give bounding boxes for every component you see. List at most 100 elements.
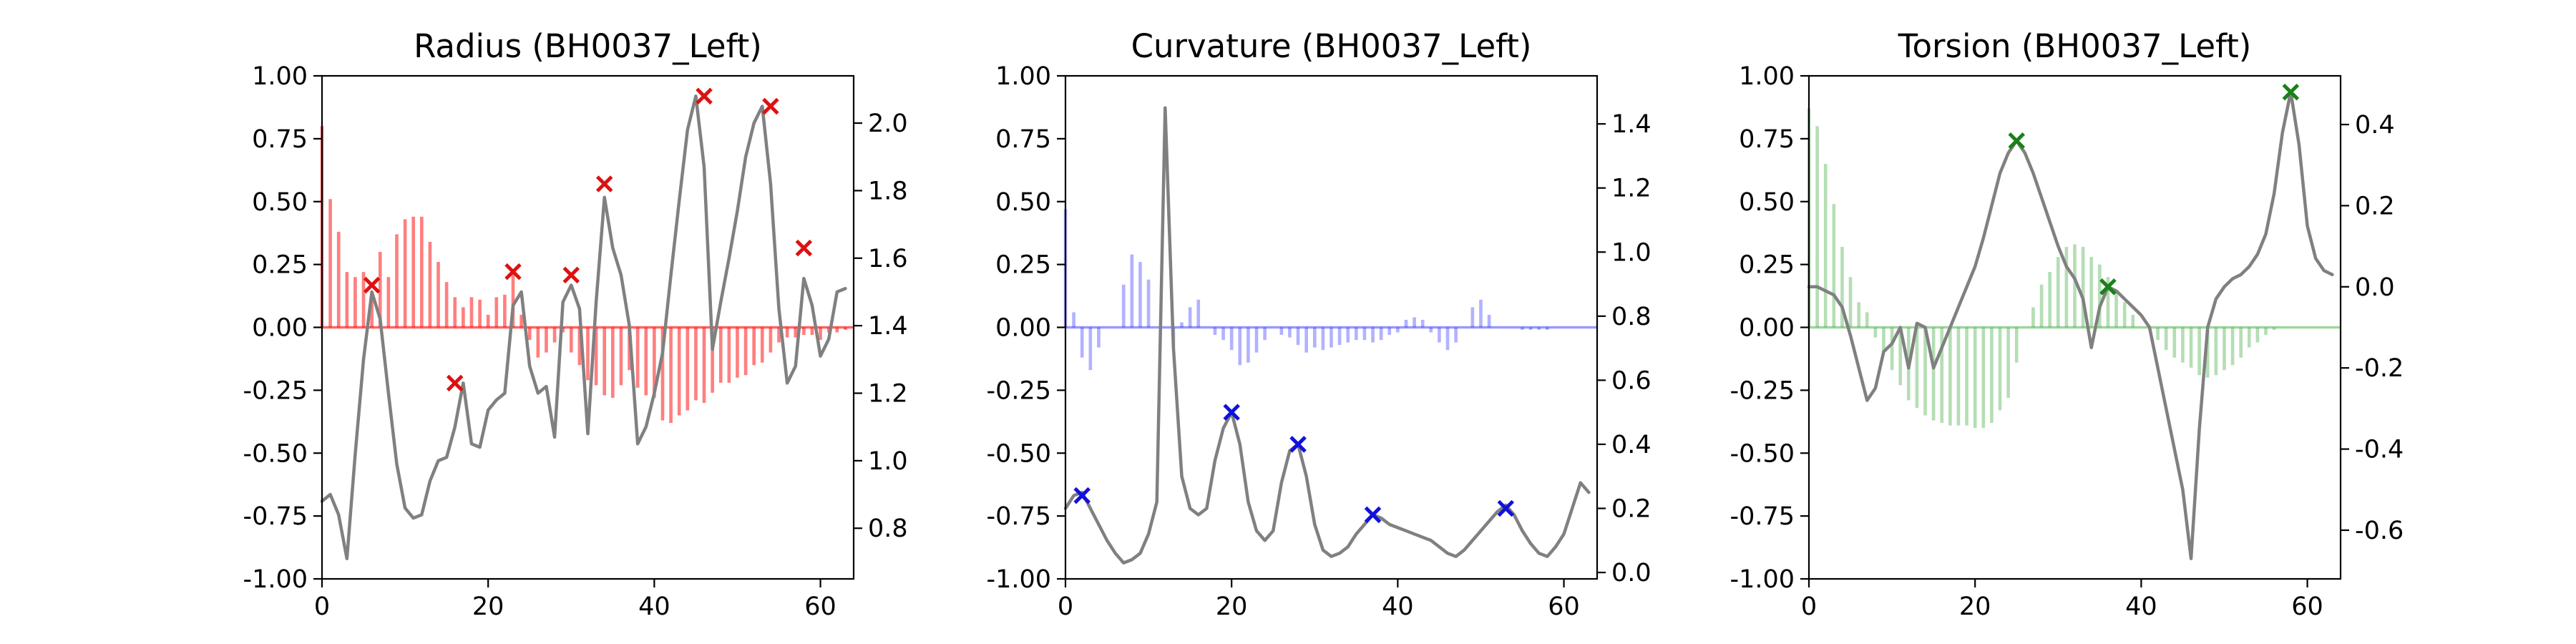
radius-y-tick-label: 0.75 <box>252 125 308 154</box>
radius-marker-stroke <box>795 239 813 257</box>
torsion-y-axis-right: 0.4 0.2 0.0 -0.2 -0.4 -0.6 <box>2341 111 2404 545</box>
curvature-peak-marker <box>1497 499 1515 517</box>
radius-bar <box>586 327 590 381</box>
torsion-y-tick-label: 0.50 <box>1739 188 1795 217</box>
curvature-bars <box>1063 209 1597 371</box>
radius-y-tick-label: 1.00 <box>252 62 308 91</box>
torsion-bar <box>2247 327 2251 348</box>
torsion-y-tick-label: 0.75 <box>1739 125 1795 154</box>
torsion-bar <box>2197 327 2201 376</box>
torsion-x-tick-label: 20 <box>1959 592 1991 621</box>
torsion-bar <box>1815 126 1819 328</box>
curvature-bar <box>1196 299 1201 328</box>
torsion-bar <box>2230 327 2235 366</box>
radius-bar <box>794 327 798 338</box>
radius-marker-stroke <box>562 266 580 284</box>
curvature-y2-tick-label: 0.2 <box>1611 494 1652 523</box>
torsion-bar <box>2181 327 2185 363</box>
torsion-y2-tick-label: -0.2 <box>2355 354 2404 383</box>
torsion-bar <box>1965 327 1968 426</box>
radius-marker-stroke <box>762 97 779 115</box>
curvature-bar <box>1263 327 1267 341</box>
torsion-bar <box>1832 204 1836 328</box>
torsion-y2-tick-label: 0.2 <box>2355 192 2395 220</box>
curvature-x-tick-label: 0 <box>1058 592 1073 621</box>
curvature-y2-tick-label: 0.6 <box>1611 366 1652 395</box>
curvature-y-tick-label: 0.00 <box>995 314 1051 343</box>
torsion-bar <box>1915 327 1919 408</box>
radius-bar <box>478 299 482 328</box>
curvature-bar <box>1487 314 1491 328</box>
torsion-y2-tick-label: -0.4 <box>2355 436 2404 464</box>
curvature-peak-marker <box>1289 436 1307 453</box>
curvature-y-tick-label: -1.00 <box>986 565 1051 594</box>
radius-y-tick-label: 0.25 <box>252 251 308 280</box>
curvature-peak-markers <box>1073 404 1515 524</box>
torsion-marker-stroke <box>2099 278 2117 296</box>
radius-bar <box>644 327 648 396</box>
torsion-bar <box>1848 277 1853 328</box>
radius-bar <box>628 327 631 371</box>
radius-bar <box>760 327 764 363</box>
torsion-bar <box>2131 314 2135 328</box>
torsion-bar <box>2205 327 2210 378</box>
torsion-y-tick-label: 0.00 <box>1739 314 1795 343</box>
torsion-bar <box>2114 292 2118 328</box>
curvature-bar <box>1546 327 1549 331</box>
radius-peak-marker <box>446 374 464 392</box>
torsion-bars <box>1807 108 2341 429</box>
radius-bar <box>736 327 739 378</box>
radius-bar <box>511 272 515 328</box>
torsion-bar <box>2122 302 2127 328</box>
curvature-y-tick-label: -0.25 <box>986 376 1051 405</box>
torsion-x-axis: 0 20 40 60 <box>1801 579 2323 621</box>
radius-marker-stroke <box>696 87 713 105</box>
radius-bar <box>494 297 499 328</box>
radius-bar <box>810 327 814 336</box>
radius-bar <box>386 277 391 328</box>
curvature-series-line <box>1063 106 1591 565</box>
curvature-marker-stroke <box>1364 506 1382 524</box>
radius-y2-tick-label: 0.8 <box>868 514 908 543</box>
curvature-bar <box>1445 327 1450 351</box>
radius-bar <box>594 327 598 386</box>
radius-x-axis: 0 20 40 60 <box>314 579 836 621</box>
torsion-bar <box>1890 327 1894 371</box>
radius-y-tick-label: 0.00 <box>252 314 308 343</box>
curvature-y-tick-label: 0.50 <box>995 188 1051 217</box>
radius-bar <box>462 307 465 328</box>
radius-bar <box>635 327 640 388</box>
torsion-bar <box>1923 327 1927 416</box>
torsion-bar <box>2048 272 2051 328</box>
radius-y-tick-label: -1.00 <box>243 565 308 594</box>
curvature-bar <box>1304 327 1308 353</box>
radius-bar <box>835 327 839 333</box>
curvature-bar <box>1072 312 1075 328</box>
curvature-bar <box>1229 327 1234 351</box>
torsion-bar <box>2006 327 2010 398</box>
radius-bar <box>403 219 407 328</box>
radius-bar <box>702 327 706 403</box>
radius-bar <box>752 327 756 366</box>
radius-peak-marker <box>595 175 613 192</box>
radius-y-tick-label: -0.75 <box>243 502 308 531</box>
radius-bar <box>686 327 690 411</box>
torsion-bar <box>1981 327 1986 429</box>
torsion-bar <box>1973 327 1977 429</box>
radius-bar <box>486 314 490 328</box>
torsion-bar <box>2081 247 2085 328</box>
radius-bar <box>743 327 748 376</box>
curvature-y2-tick-label: 1.2 <box>1611 175 1652 203</box>
radius-bar <box>428 241 432 328</box>
radius-bar <box>577 327 582 366</box>
torsion-bar <box>2239 327 2243 358</box>
curvature-bar <box>1121 284 1126 328</box>
radius-bar <box>569 327 573 353</box>
torsion-bar <box>2031 307 2035 328</box>
curvature-y2-tick-label: 1.0 <box>1611 238 1652 267</box>
curvature-panel: 0 20 40 60 1.00 0.75 0.50 0.25 0.00 -0.25 -0.50 -0… <box>986 27 1651 621</box>
radius-bar <box>653 327 656 398</box>
curvature-bar <box>1221 327 1225 341</box>
curvature-bar <box>1521 327 1524 331</box>
radius-bar <box>444 282 449 328</box>
